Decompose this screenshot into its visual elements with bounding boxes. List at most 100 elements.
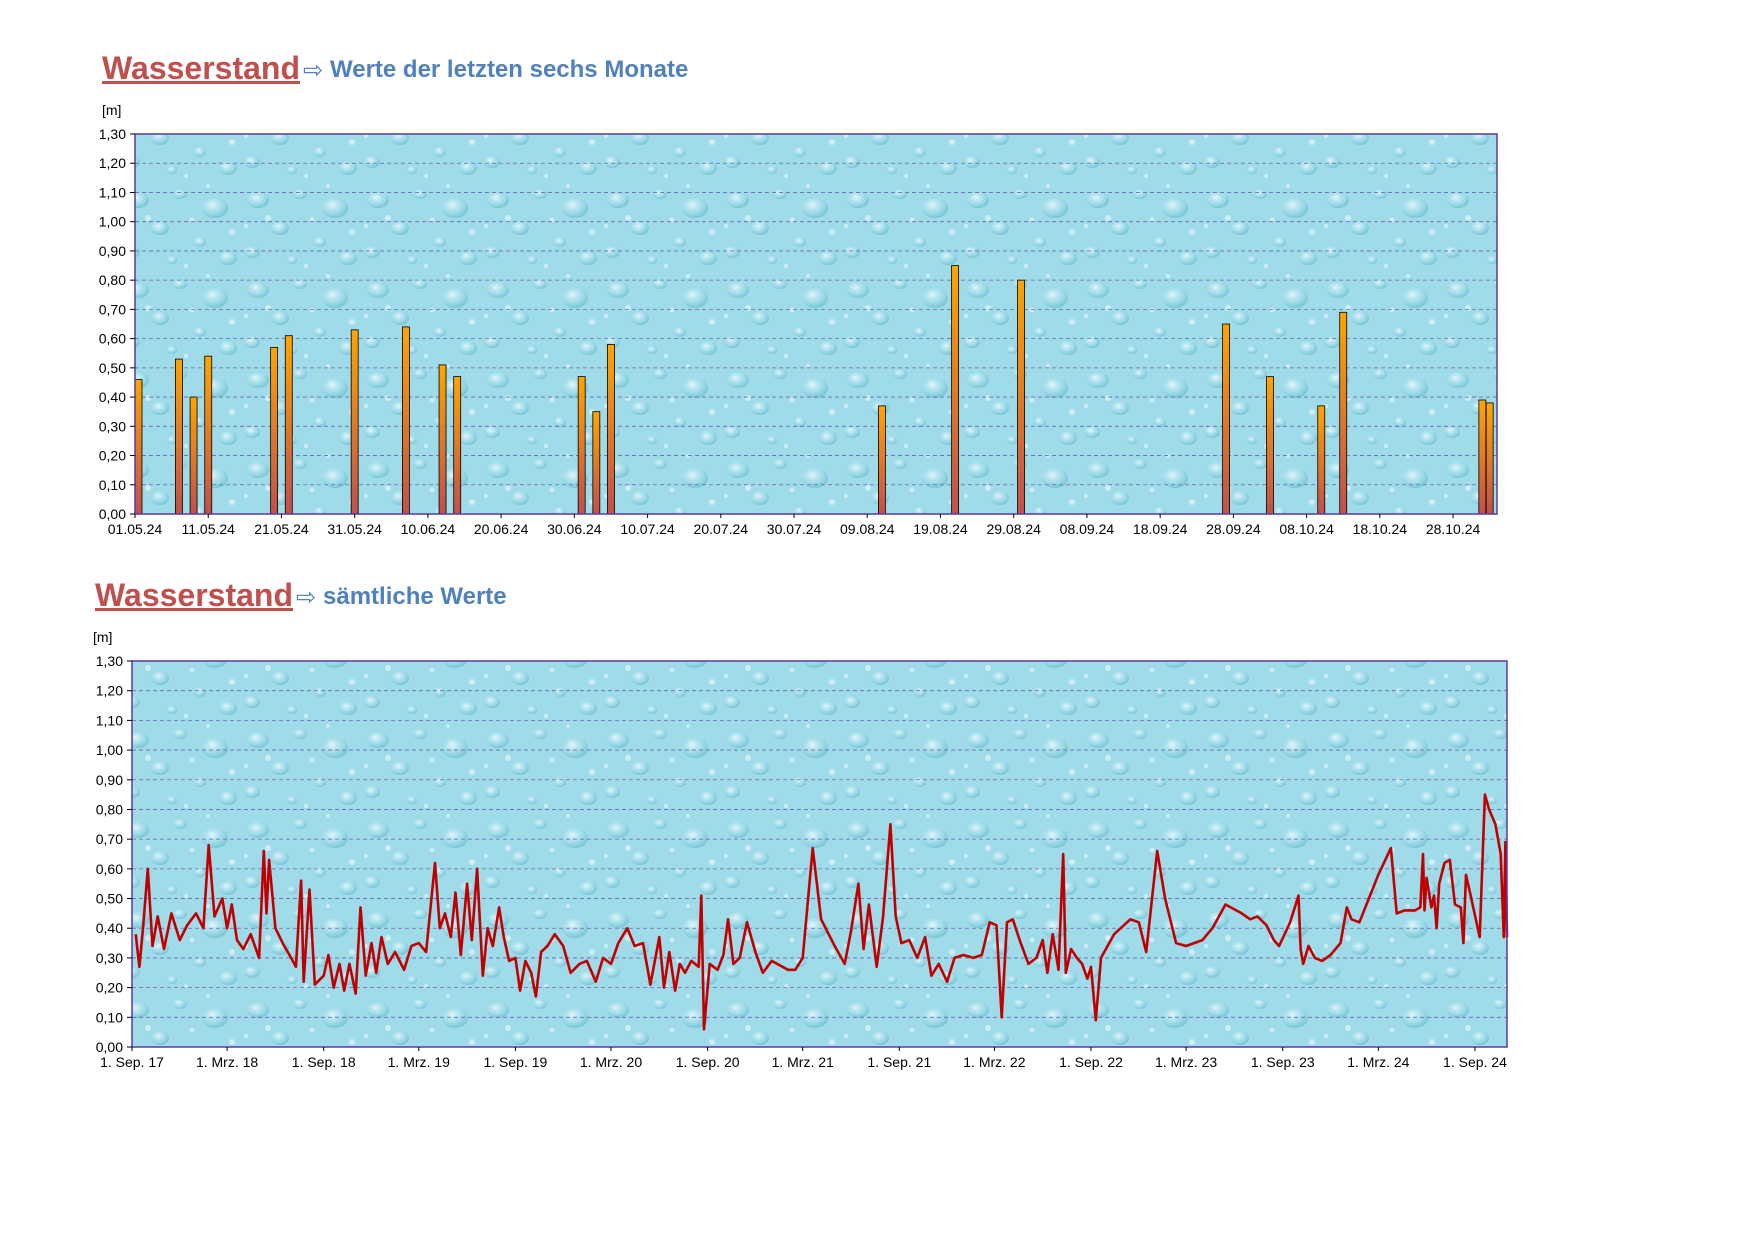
bar (204, 355, 213, 515)
chart-1-bar: 0,00 0,10 0,20 0,30 0,40 0,50 0,60 0,70 0,80 0,90… (99, 126, 1498, 537)
y-tick-label: 1,30 (99, 126, 126, 142)
chart-2-plot-area (132, 661, 1507, 1047)
y-tick-label: 0,30 (99, 418, 126, 434)
chart-2-series (134, 793, 1509, 1031)
x-tick-label: 1. Mrz. 22 (963, 1054, 1025, 1070)
x-tick-label: 11.05.24 (181, 521, 235, 537)
x-tick-label: 10.06.24 (401, 521, 456, 537)
y-tick-label: 0,70 (99, 301, 126, 317)
y-tick-label: 0,10 (99, 477, 126, 493)
bar (402, 326, 410, 515)
chart-1-subtitle: Werte der letzten sechs Monate (330, 56, 689, 83)
x-tick-label: 1. Mrz. 19 (388, 1054, 450, 1070)
x-tick-label: 01.05.24 (108, 521, 163, 537)
y-tick-label: 0,60 (96, 861, 123, 877)
x-tick-label: 1. Sep. 18 (292, 1054, 356, 1070)
y-tick-label: 1,10 (96, 712, 123, 728)
x-tick-label: 1. Sep. 22 (1059, 1054, 1123, 1070)
bar (1339, 311, 1348, 515)
y-tick-label: 1,20 (96, 683, 123, 699)
y-tick-label: 1,10 (99, 184, 126, 200)
y-tick-label: 0,90 (96, 772, 123, 788)
y-tick-label: 0,40 (96, 920, 123, 936)
y-tick-label: 0,80 (96, 801, 123, 817)
x-tick-label: 1. Sep. 19 (483, 1054, 547, 1070)
chart-2-title: Wasserstand (95, 577, 293, 613)
x-tick-label: 10.07.24 (620, 521, 675, 537)
chart-1-plot-area (135, 134, 1497, 514)
x-tick-label: 08.09.24 (1060, 521, 1115, 537)
bar (1478, 399, 1487, 515)
bar (350, 329, 359, 515)
x-tick-label: 1. Sep. 24 (1443, 1054, 1507, 1070)
y-tick-label: 0,60 (99, 331, 126, 347)
bar (577, 376, 586, 515)
x-tick-label: 1. Sep. 20 (676, 1054, 740, 1070)
y-tick-label: 0,30 (96, 950, 123, 966)
chart-1-frame (134, 133, 1498, 515)
y-tick-label: 1,00 (96, 742, 123, 758)
chart-1-x-ticks: 01.05.24 11.05.24 21.05.24 31.05.24 10.06.24… (108, 514, 1481, 537)
y-tick-label: 0,10 (96, 1009, 123, 1025)
chart-1-y-ticks: 0,00 0,10 0,20 0,30 0,40 0,50 0,60 0,70 0,80 0,90… (99, 126, 135, 522)
x-tick-label: 1. Mrz. 24 (1347, 1054, 1409, 1070)
x-tick-label: 1. Mrz. 18 (196, 1054, 258, 1070)
chart-2-unit-label: [m] (93, 629, 113, 645)
bar (1266, 376, 1274, 515)
y-tick-label: 0,00 (99, 506, 126, 522)
x-tick-label: 1. Sep. 17 (100, 1054, 164, 1070)
chart-2-frame (131, 660, 1508, 1048)
bar (1222, 323, 1230, 515)
bar (175, 358, 183, 515)
bar (270, 346, 279, 515)
bar (284, 335, 293, 515)
x-tick-label: 09.08.24 (840, 521, 895, 537)
bar (878, 405, 886, 515)
bar (134, 379, 143, 515)
x-tick-label: 29.08.24 (986, 521, 1041, 537)
bar (453, 376, 462, 515)
chart-1-title: Wasserstand (102, 50, 300, 86)
bar (951, 265, 960, 515)
series-line (134, 793, 1509, 1031)
y-tick-label: 0,70 (96, 831, 123, 847)
bar (438, 364, 447, 515)
y-tick-label: 0,20 (96, 980, 123, 996)
chart-1-unit-label: [m] (102, 102, 122, 118)
arrow-right-icon: ⇨ (296, 584, 317, 611)
y-tick-label: 0,00 (96, 1039, 123, 1055)
y-tick-label: 1,30 (96, 653, 123, 669)
y-tick-label: 0,40 (99, 389, 126, 405)
x-tick-label: 08.10.24 (1279, 521, 1334, 537)
y-tick-label: 1,20 (99, 155, 126, 171)
x-tick-label: 1. Mrz. 20 (580, 1054, 642, 1070)
x-tick-label: 19.08.24 (913, 521, 968, 537)
x-tick-label: 30.06.24 (547, 521, 602, 537)
x-tick-label: 31.05.24 (327, 521, 382, 537)
x-tick-label: 28.09.24 (1206, 521, 1261, 537)
x-tick-label: 21.05.24 (254, 521, 309, 537)
y-tick-label: 1,00 (99, 214, 126, 230)
chart-2-subtitle: sämtliche Werte (323, 583, 507, 610)
bar (1017, 279, 1025, 515)
bar (1317, 405, 1326, 515)
chart-2-line: 0,00 0,10 0,20 0,30 0,40 0,50 0,60 0,70 0,80 0,90… (96, 653, 1509, 1070)
arrow-right-icon: ⇨ (303, 57, 324, 84)
x-tick-label: 1. Sep. 23 (1251, 1054, 1315, 1070)
y-tick-label: 0,50 (99, 360, 126, 376)
chart-2-x-ticks: 1. Sep. 17 1. Mrz. 18 1. Sep. 18 1. Mrz. 19… (100, 1047, 1507, 1070)
bar (1485, 402, 1494, 515)
y-tick-label: 0,80 (99, 272, 126, 288)
x-tick-label: 18.09.24 (1133, 521, 1188, 537)
bar (592, 411, 601, 515)
x-tick-label: 1. Mrz. 23 (1155, 1054, 1217, 1070)
chart-1-gridlines (135, 162, 1497, 486)
x-tick-label: 28.10.24 (1426, 521, 1481, 537)
x-tick-label: 20.07.24 (694, 521, 749, 537)
x-tick-label: 1. Sep. 21 (867, 1054, 931, 1070)
x-tick-label: 1. Mrz. 21 (772, 1054, 834, 1070)
x-tick-label: 18.10.24 (1353, 521, 1408, 537)
bar (189, 396, 198, 515)
x-tick-label: 30.07.24 (767, 521, 822, 537)
